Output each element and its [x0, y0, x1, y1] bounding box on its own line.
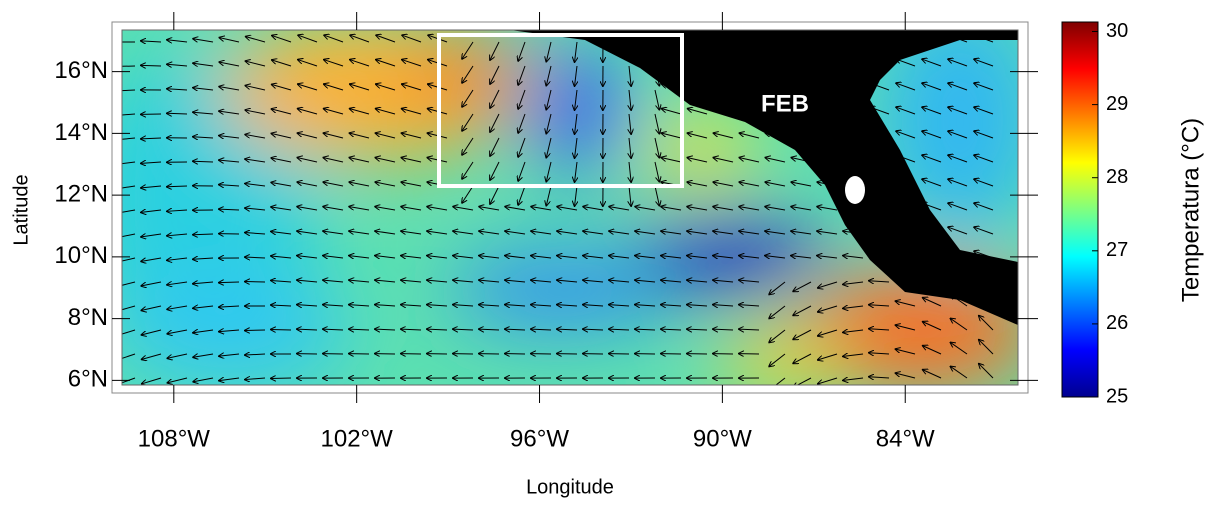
- colorbar-tick-label: 25: [1106, 385, 1128, 407]
- colorbar-tick-label: 30: [1106, 20, 1128, 42]
- wind-arrow: [219, 282, 239, 283]
- x-axis-label: Longitude: [526, 476, 614, 498]
- x-tick-label: 96°W: [510, 425, 569, 452]
- y-tick-label: 10°N: [54, 242, 108, 269]
- x-tick-label: 90°W: [693, 425, 752, 452]
- colorbar-tick-label: 27: [1106, 239, 1128, 261]
- colorbar: [1062, 22, 1098, 397]
- y-tick-label: 6°N: [68, 366, 108, 393]
- x-tick-label: 102°W: [321, 425, 394, 452]
- lake: [845, 176, 865, 204]
- colorbar-tick-label: 26: [1106, 312, 1128, 334]
- colorbar-tick-label: 29: [1106, 93, 1128, 115]
- y-tick-label: 8°N: [68, 304, 108, 331]
- annotation: FEB: [761, 90, 809, 117]
- colorbar-tick-label: 28: [1106, 166, 1128, 188]
- wind-arrow: [245, 330, 265, 331]
- sst-field: [80, 0, 1040, 400]
- wind-arrow: [271, 329, 291, 330]
- y-axis-label: Latitude: [10, 174, 32, 245]
- wind-arrow: [167, 113, 187, 114]
- y-tick-label: 14°N: [54, 119, 108, 146]
- wind-arrow: [141, 65, 161, 66]
- colorbar-label: Temperatura (°C): [1177, 118, 1204, 302]
- y-tick-label: 16°N: [54, 57, 108, 84]
- x-tick-label: 84°W: [876, 425, 935, 452]
- x-tick-label: 108°W: [138, 425, 211, 452]
- y-tick-label: 12°N: [54, 180, 108, 207]
